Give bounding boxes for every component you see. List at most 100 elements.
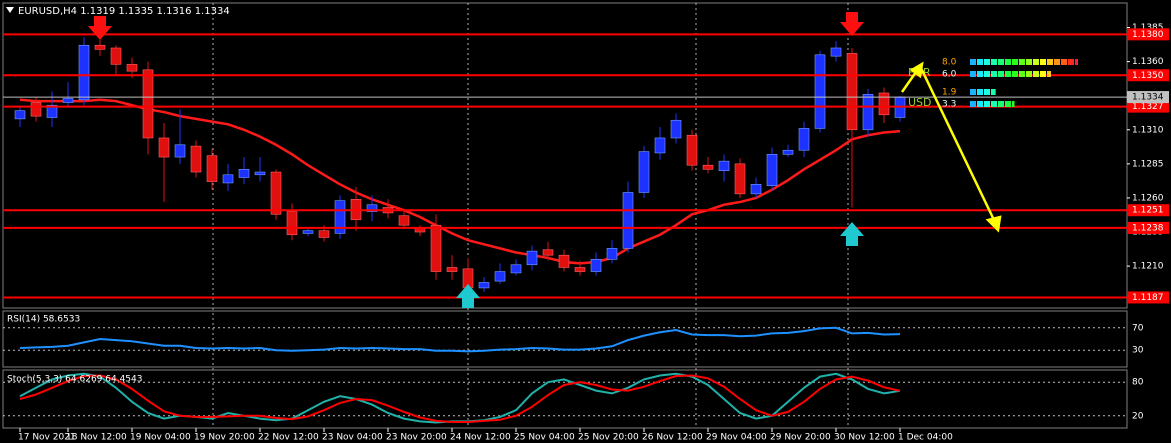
strength-block bbox=[998, 71, 1004, 77]
strength-bar bbox=[970, 71, 1051, 77]
strength-block bbox=[1012, 59, 1018, 65]
strength-value: 8.0 bbox=[942, 58, 957, 68]
strength-block bbox=[991, 101, 997, 107]
candle-body bbox=[494, 271, 506, 282]
x-tick-label: 29 Nov 04:00 bbox=[706, 433, 767, 443]
signal-arrows bbox=[88, 12, 864, 308]
candle-body bbox=[158, 137, 170, 158]
strength-block bbox=[977, 101, 983, 107]
candle-body bbox=[254, 171, 266, 176]
candle-body bbox=[46, 104, 58, 118]
y-tick-label: 1.1385 bbox=[1132, 23, 1164, 33]
strength-block bbox=[1005, 71, 1011, 77]
level-label: 1.1187 bbox=[1132, 293, 1164, 303]
arrow-head bbox=[985, 215, 1002, 233]
candle-body bbox=[366, 204, 378, 212]
candle-body bbox=[94, 44, 106, 50]
level-label: 1.1327 bbox=[1132, 102, 1164, 112]
y-tick-label: 20 bbox=[1132, 411, 1144, 421]
candle-body bbox=[622, 192, 634, 249]
candle-body bbox=[398, 215, 410, 226]
arrow-line bbox=[919, 67, 996, 221]
candle-body bbox=[14, 110, 26, 120]
candle-body bbox=[670, 119, 682, 139]
strength-block bbox=[991, 59, 997, 65]
strength-bar bbox=[970, 101, 1015, 107]
candle-body bbox=[702, 164, 714, 170]
candle-body bbox=[270, 171, 282, 215]
level-label: 1.1380 bbox=[1132, 30, 1164, 40]
x-tick-label: 25 Nov 20:00 bbox=[578, 433, 639, 443]
strength-block bbox=[1033, 59, 1039, 65]
x-tick-label: 22 Nov 12:00 bbox=[258, 433, 319, 443]
candle-body bbox=[318, 230, 330, 238]
candle-body bbox=[686, 134, 698, 166]
candle-body bbox=[750, 184, 762, 195]
y-tick-label: 1.1360 bbox=[1132, 57, 1164, 67]
candle-body bbox=[110, 47, 122, 65]
strength-block bbox=[984, 89, 990, 95]
candle-body bbox=[62, 98, 74, 103]
candle-body bbox=[222, 174, 234, 184]
level-label-box bbox=[1127, 221, 1169, 234]
candle-body bbox=[510, 264, 522, 274]
strength-block bbox=[1026, 59, 1032, 65]
strength-block bbox=[991, 89, 996, 95]
candle-body bbox=[734, 163, 746, 195]
candle-body bbox=[718, 160, 730, 171]
candle-body bbox=[846, 53, 858, 131]
strength-block bbox=[984, 59, 990, 65]
strength-block bbox=[998, 101, 1004, 107]
level-label: 1.1251 bbox=[1132, 206, 1164, 216]
strength-block bbox=[1012, 71, 1018, 77]
strength-block bbox=[1026, 71, 1032, 77]
candle-body bbox=[798, 128, 810, 151]
candle-body bbox=[430, 224, 442, 272]
currency-label: USD bbox=[908, 96, 932, 109]
strength-bar bbox=[970, 59, 1078, 65]
strength-block bbox=[1005, 101, 1011, 107]
level-label-box bbox=[1127, 69, 1169, 82]
strength-block bbox=[1040, 59, 1046, 65]
strength-block bbox=[970, 89, 976, 95]
x-tick-label: 23 Nov 20:00 bbox=[386, 433, 447, 443]
x-tick-label: 25 Nov 04:00 bbox=[514, 433, 575, 443]
level-label-box bbox=[1127, 100, 1169, 113]
strength-block bbox=[991, 71, 997, 77]
rsi-panel bbox=[2, 310, 1128, 368]
level-label-box bbox=[1127, 91, 1169, 104]
candle-body bbox=[878, 92, 890, 116]
candle-body bbox=[526, 250, 538, 266]
candle-body bbox=[590, 258, 602, 272]
strength-block bbox=[1075, 59, 1078, 65]
moving-average bbox=[19, 98, 901, 265]
x-tick-label: 29 Nov 20:00 bbox=[770, 433, 831, 443]
strength-block bbox=[1019, 59, 1025, 65]
panel-title: RSI(14) 58.6533 bbox=[7, 315, 80, 325]
candle-body bbox=[478, 282, 490, 289]
candle-body bbox=[302, 230, 314, 234]
x-tick-label: 23 Nov 04:00 bbox=[322, 433, 383, 443]
candle-body bbox=[190, 145, 202, 173]
x-tick-label: 17 Nov 2021 bbox=[18, 433, 76, 443]
strength-block bbox=[1061, 59, 1067, 65]
candle-body bbox=[126, 64, 138, 72]
strength-block bbox=[1068, 59, 1074, 65]
indicator-line bbox=[19, 374, 901, 423]
price-panel bbox=[2, 2, 1128, 309]
panel-title: Stoch(5,3,3) 64.6269 64.4543 bbox=[7, 375, 142, 385]
strength-value: 3.3 bbox=[942, 100, 956, 110]
strength-value: 6.0 bbox=[942, 70, 957, 80]
strength-block bbox=[1005, 59, 1011, 65]
level-label-box bbox=[1127, 204, 1169, 217]
strength-bar bbox=[970, 89, 996, 95]
buy-arrow bbox=[840, 222, 864, 246]
strength-block bbox=[984, 71, 990, 77]
x-tick-label: 26 Nov 12:00 bbox=[642, 433, 703, 443]
x-tick-label: 24 Nov 12:00 bbox=[450, 433, 511, 443]
candle-body bbox=[286, 211, 298, 236]
candle-body bbox=[830, 47, 842, 57]
candle-body bbox=[574, 267, 586, 272]
